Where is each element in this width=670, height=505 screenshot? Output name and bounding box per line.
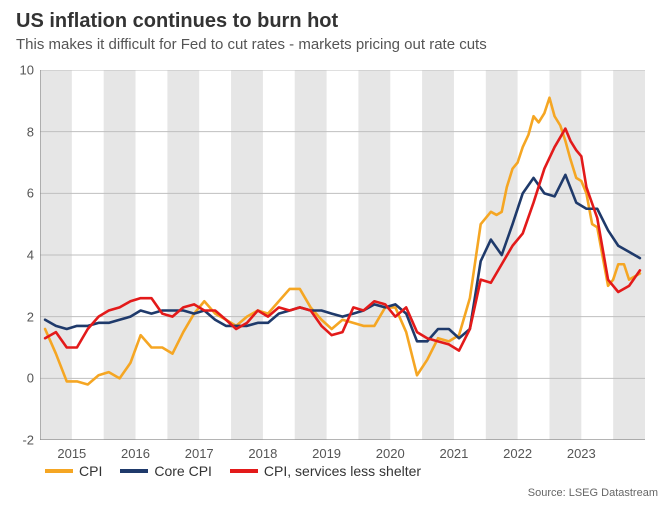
x-tick-label: 2016 [121, 446, 150, 461]
chart-subtitle: This makes it difficult for Fed to cut r… [16, 36, 487, 53]
legend-label: Core CPI [154, 463, 212, 479]
legend-item: CPI, services less shelter [230, 463, 421, 479]
x-tick-label: 2021 [439, 446, 468, 461]
chart-container: US inflation continues to burn hot This … [0, 0, 670, 505]
x-tick-label: 2017 [185, 446, 214, 461]
x-tick-label: 2020 [376, 446, 405, 461]
x-tick-label: 2022 [503, 446, 532, 461]
y-tick-label: 6 [6, 186, 34, 201]
x-tick-label: 2023 [567, 446, 596, 461]
y-tick-label: 8 [6, 124, 34, 139]
chart-title: US inflation continues to burn hot [16, 10, 338, 33]
x-tick-label: 2019 [312, 446, 341, 461]
y-tick-label: 0 [6, 371, 34, 386]
y-tick-label: -2 [6, 433, 34, 448]
legend-item: CPI [45, 463, 102, 479]
y-tick-label: 2 [6, 309, 34, 324]
chart-source: Source: LSEG Datastream [528, 487, 658, 499]
chart-legend: CPI Core CPI CPI, services less shelter [45, 463, 421, 479]
legend-swatch [120, 469, 148, 473]
legend-swatch [45, 469, 73, 473]
x-tick-label: 2015 [57, 446, 86, 461]
y-tick-label: 10 [6, 63, 34, 78]
legend-swatch [230, 469, 258, 473]
legend-label: CPI, services less shelter [264, 463, 421, 479]
y-tick-label: 4 [6, 248, 34, 263]
x-tick-label: 2018 [248, 446, 277, 461]
chart-plot [40, 70, 645, 440]
legend-label: CPI [79, 463, 102, 479]
legend-item: Core CPI [120, 463, 212, 479]
